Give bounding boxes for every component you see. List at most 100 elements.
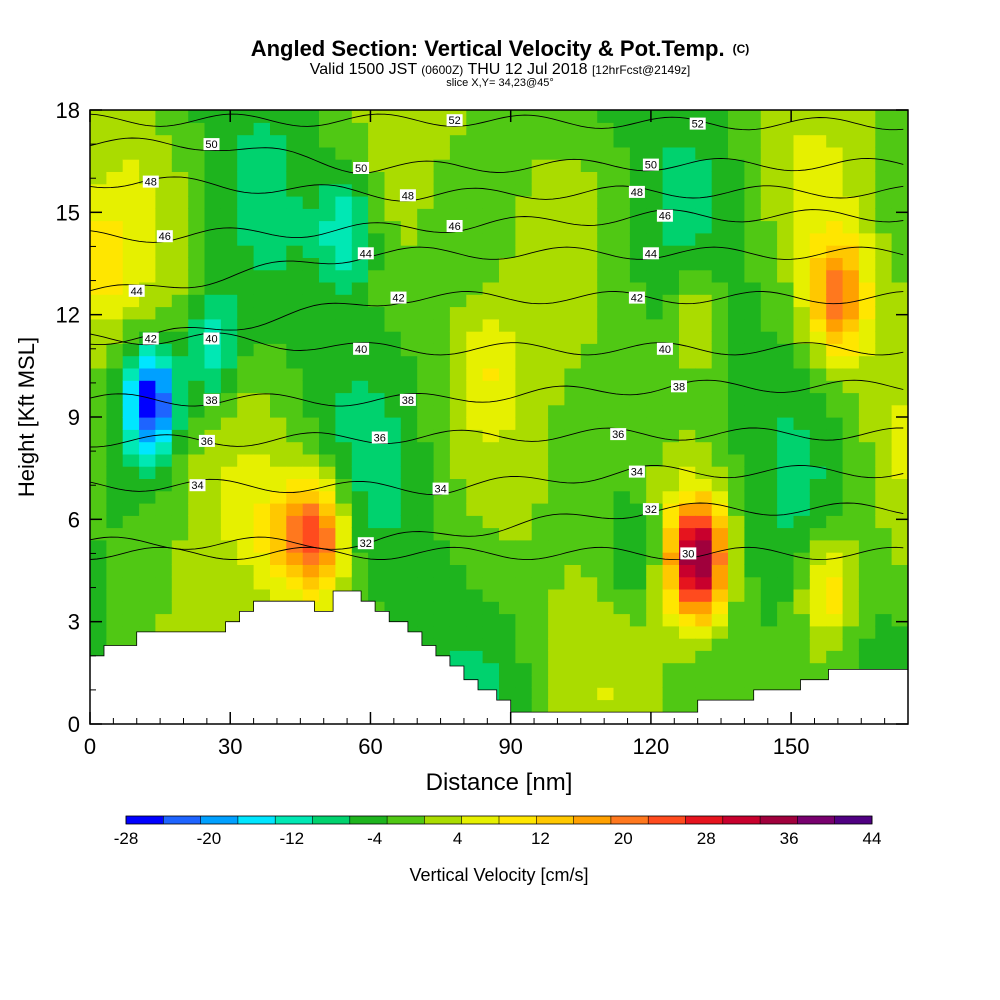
velocity-cell: [90, 208, 107, 222]
velocity-cell: [286, 539, 304, 553]
velocity-cell: [858, 478, 876, 492]
velocity-cell: [139, 478, 157, 492]
velocity-cell: [760, 466, 778, 479]
velocity-cell: [351, 122, 369, 136]
velocity-cell: [482, 638, 500, 651]
velocity-cell: [858, 417, 876, 430]
velocity-cell: [531, 183, 549, 197]
isentrope-label-box: [156, 230, 173, 243]
velocity-cell: [744, 564, 762, 578]
velocity-cell: [711, 687, 729, 701]
velocity-cell: [90, 429, 107, 443]
velocity-cell: [319, 453, 336, 467]
velocity-cell: [695, 429, 713, 443]
velocity-cell: [662, 478, 680, 492]
colorbar-tick-label: -20: [197, 829, 222, 848]
velocity-cell: [253, 564, 271, 578]
velocity-cell: [613, 613, 631, 627]
velocity-cell: [466, 208, 484, 222]
velocity-cell: [695, 343, 713, 357]
velocity-cell: [809, 625, 827, 639]
velocity-cell: [270, 552, 287, 565]
velocity-cell: [204, 453, 222, 467]
isentrope-label: 48: [402, 190, 414, 202]
velocity-cell: [760, 478, 778, 492]
velocity-cell: [842, 404, 860, 418]
velocity-cell: [482, 404, 500, 418]
velocity-cell: [351, 453, 369, 467]
velocity-cell: [793, 613, 811, 627]
velocity-cell: [204, 232, 222, 246]
velocity-cell: [891, 122, 908, 136]
x-tick-label: 30: [218, 734, 242, 759]
velocity-cell: [253, 183, 271, 197]
velocity-cell: [695, 269, 713, 283]
velocity-cell: [891, 343, 908, 357]
velocity-cell: [695, 539, 713, 553]
velocity-cell: [286, 318, 304, 332]
velocity-cell: [531, 269, 549, 283]
velocity-cell: [531, 122, 549, 136]
velocity-cell: [220, 441, 238, 455]
velocity-cell: [499, 404, 516, 418]
velocity-cell: [400, 453, 418, 467]
velocity-cell: [286, 417, 304, 430]
velocity-cell: [629, 490, 647, 504]
velocity-cell: [417, 306, 435, 320]
velocity-cell: [188, 404, 206, 418]
velocity-cell: [319, 367, 336, 381]
velocity-cell: [728, 429, 745, 443]
velocity-cell: [433, 294, 451, 308]
velocity-cell: [597, 417, 615, 430]
velocity-cell: [580, 196, 598, 209]
velocity-cell: [400, 281, 418, 295]
velocity-cell: [548, 232, 566, 246]
velocity-cell: [875, 392, 893, 406]
velocity-cell: [826, 294, 844, 308]
velocity-cell: [417, 134, 435, 148]
velocity-cell: [351, 429, 369, 443]
velocity-cell: [744, 146, 762, 160]
velocity-cell: [351, 134, 369, 148]
velocity-cell: [499, 380, 516, 394]
velocity-cell: [875, 588, 893, 602]
velocity-cell: [662, 662, 680, 676]
velocity-cell: [728, 552, 745, 565]
velocity-cell: [449, 625, 467, 639]
velocity-cell: [744, 331, 762, 344]
velocity-cell: [744, 343, 762, 357]
velocity-cell: [646, 625, 664, 639]
velocity-cell: [777, 183, 795, 197]
velocity-cell: [482, 294, 500, 308]
velocity-cell: [679, 417, 696, 430]
velocity-cell: [760, 392, 778, 406]
velocity-cell: [270, 404, 287, 418]
velocity-cell: [400, 257, 418, 271]
velocity-cell: [335, 146, 353, 160]
velocity-cell: [613, 638, 631, 651]
velocity-cell: [237, 134, 255, 148]
chart-title-text: Angled Section: Vertical Velocity & Pot.…: [250, 36, 725, 61]
velocity-cell: [384, 392, 402, 406]
velocity-cell: [90, 453, 107, 467]
velocity-cell: [744, 134, 762, 148]
velocity-cell: [466, 552, 484, 565]
velocity-cell: [449, 564, 467, 578]
velocity-cell: [580, 515, 598, 529]
velocity-cell: [793, 466, 811, 479]
velocity-cell: [744, 306, 762, 320]
velocity-cell: [90, 318, 107, 332]
velocity-cell: [809, 355, 827, 369]
velocity-cell: [809, 588, 827, 602]
velocity-cell: [466, 110, 484, 111]
velocity-cell: [368, 417, 386, 430]
velocity-cell: [188, 466, 206, 479]
velocity-cell: [826, 146, 844, 160]
velocity-cell: [793, 245, 811, 258]
velocity-cell: [744, 466, 762, 479]
velocity-cell: [531, 318, 549, 332]
velocity-cell: [679, 196, 696, 209]
velocity-cell: [646, 601, 664, 615]
velocity-cell: [679, 576, 696, 590]
velocity-cell: [646, 613, 664, 627]
